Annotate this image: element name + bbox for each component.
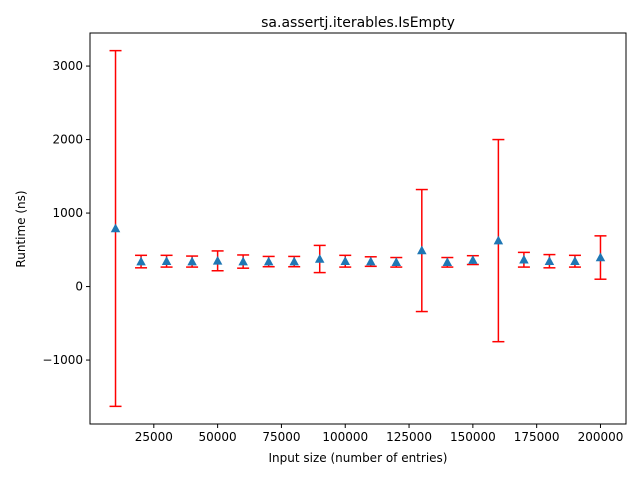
y-tick-label: 0 (75, 280, 83, 294)
y-tick-label: −1000 (42, 353, 83, 367)
chart-title: sa.assertj.iterables.IsEmpty (261, 15, 455, 31)
axes-frame (89, 32, 627, 425)
data-point-group (517, 251, 530, 268)
data-point-group (160, 254, 173, 268)
x-tick-label: 150000 (450, 430, 496, 444)
data-point-marker (136, 256, 146, 266)
data-point-group (135, 254, 148, 269)
data-point-marker (417, 245, 427, 255)
data-point-group (186, 255, 199, 268)
data-point-group (441, 256, 454, 268)
x-tick-label: 75000 (262, 430, 300, 444)
data-point-group (466, 254, 479, 266)
data-point-marker (161, 256, 172, 265)
y-axis-label: Runtime (ns) (14, 190, 28, 267)
data-point-marker (187, 256, 197, 266)
data-point-marker (493, 235, 504, 245)
data-point-group (364, 256, 377, 268)
data-point-marker (238, 256, 248, 266)
data-point-marker (340, 256, 350, 265)
data-point-group (262, 255, 275, 268)
plot-area: 25000 50000 75000 100000 125000 150000 175000 2… (42, 49, 624, 444)
x-tick-label: 175000 (514, 430, 560, 444)
data-point-group (313, 244, 326, 274)
data-point-group (211, 250, 224, 272)
data-point-marker (468, 255, 478, 264)
data-point-marker (366, 256, 376, 266)
data-point-group (339, 254, 352, 268)
y-tick-label: 1000 (52, 206, 83, 220)
x-tick-label: 200000 (578, 430, 624, 444)
y-tick-label: 3000 (52, 59, 83, 73)
data-point-marker (595, 252, 606, 262)
x-axis-label: Input size (number of entries) (269, 451, 448, 465)
x-tick-label: 25000 (135, 430, 173, 444)
data-point-marker (314, 254, 325, 263)
data-point-group (568, 254, 581, 268)
data-point-group (492, 138, 505, 343)
data-point-group (237, 254, 250, 269)
data-point-marker (110, 223, 121, 233)
data-point-marker (289, 256, 299, 266)
data-point-marker (212, 255, 223, 265)
data-point-marker (391, 257, 402, 267)
data-point-group (543, 253, 556, 269)
x-tick-label: 100000 (322, 430, 368, 444)
data-point-group (415, 188, 428, 313)
data-point-group (390, 256, 403, 268)
data-point-group (109, 49, 122, 408)
data-point-marker (442, 257, 453, 267)
data-point-group (288, 255, 301, 268)
y-tick-label: 2000 (52, 133, 83, 147)
data-point-marker (263, 256, 274, 266)
data-point-group (594, 235, 607, 280)
data-point-marker (519, 254, 529, 264)
data-point-marker (570, 256, 580, 265)
x-tick-label: 125000 (386, 430, 432, 444)
data-point-marker (544, 256, 555, 265)
x-tick-label: 50000 (199, 430, 237, 444)
